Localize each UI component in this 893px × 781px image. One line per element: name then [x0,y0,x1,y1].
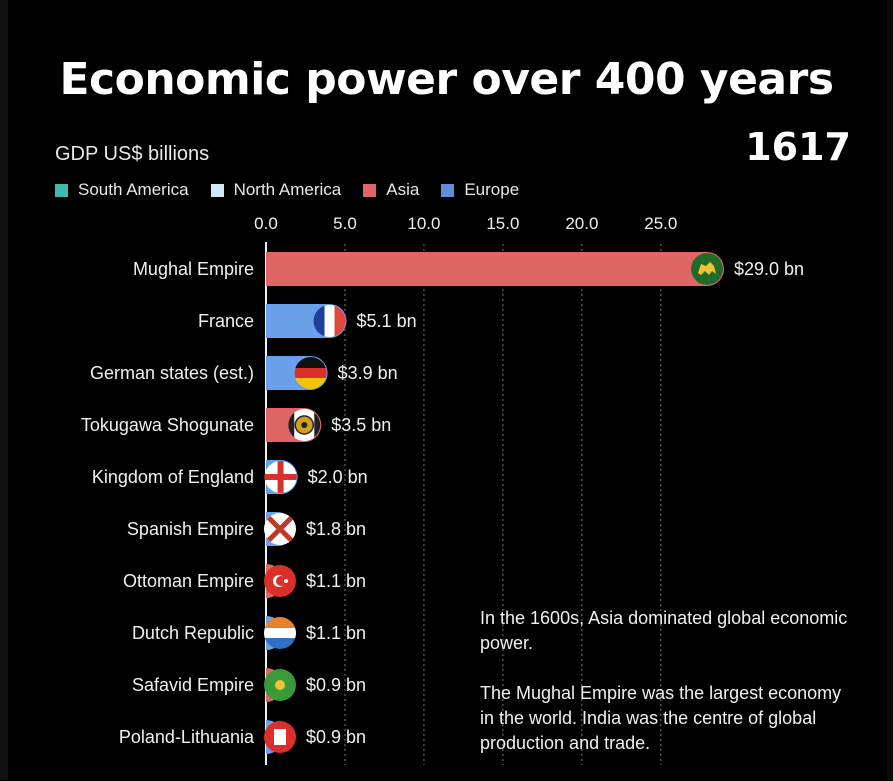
x-tick-label: 15.0 [486,214,519,233]
bar-row: Kingdom of England $2.0 bn [92,460,368,494]
bar-row: Tokugawa Shogunate $3.5 bn [81,408,391,442]
category-label: Kingdom of England [92,467,254,487]
flag-stripe [264,617,296,628]
poland-lithuania-flag-icon [264,721,296,753]
mughal-flag-icon [691,253,723,285]
annotation-paragraph-2: The Mughal Empire was the largest econom… [480,683,842,753]
bar-row: Ottoman Empire $1.1 bn [123,564,366,598]
legend-swatch [55,183,68,197]
star [284,579,288,583]
ottoman-flag-icon [264,565,296,597]
category-label: German states (est.) [90,363,254,383]
value-label: $1.1 bn [306,623,366,643]
saltire [264,513,296,545]
category-label: France [198,311,254,331]
right-edge [887,0,893,780]
flag-stripe [264,638,296,649]
lion-emblem [698,262,716,275]
tokugawa-flag-icon [288,409,321,441]
value-label: $2.0 bn [308,467,368,487]
bar-row: Spanish Empire $1.8 bn [127,512,366,546]
flag-stripe [314,409,321,441]
flag-stripe [334,305,346,337]
legend-item-north-america: North America [210,180,342,200]
category-label: Spanish Empire [127,519,254,539]
bar-row: France $5.1 bn [198,304,417,338]
value-label: $3.9 bn [338,363,398,383]
value-label: $0.9 bn [306,727,366,747]
flag-stripe [264,628,296,638]
value-label: $29.0 bn [734,259,804,279]
x-tick-label: 0.0 [254,214,278,233]
flag-stripe [288,409,295,441]
germany-flag-icon [294,357,327,389]
flag-stripe [324,305,335,337]
legend-swatch [441,183,455,197]
bar-row: German states (est.) $3.9 bn [90,356,398,390]
bar-row: Dutch Republic $1.1 bn [132,616,366,650]
crescent-cut [276,576,286,586]
legend-label: North America [233,180,342,199]
bar-row: Mughal Empire $29.0 bn [133,252,804,286]
flag-stripe [294,378,327,389]
value-label: $0.9 bn [306,675,366,695]
england-flag-icon [264,461,297,493]
category-label: Mughal Empire [133,259,254,279]
sun-emblem [275,680,285,690]
category-label: Safavid Empire [132,675,254,695]
category-label: Tokugawa Shogunate [81,415,254,435]
flag-stripe [294,368,327,378]
safavid-flag-icon [264,669,296,701]
value-label: $1.1 bn [306,571,366,591]
x-tick-label: 5.0 [333,214,357,233]
legend-label: Europe [464,180,520,199]
cross-horizontal [264,474,297,480]
value-label: $5.1 bn [357,311,417,331]
annotation-text: In the 1600s, Asia dominated global econ… [480,606,860,781]
category-label: Poland-Lithuania [119,727,255,747]
legend: South America North America Asia Europe [55,180,519,200]
category-label: Ottoman Empire [123,571,254,591]
left-edge [0,0,8,780]
x-tick-label: 10.0 [407,214,440,233]
legend-item-asia: Asia [363,180,419,200]
bar-row: Safavid Empire $0.9 bn [132,668,366,702]
legend-label: South America [78,180,189,199]
legend-item-south-america: South America [55,180,189,200]
legend-swatch [363,183,377,197]
legend-label: Asia [386,180,420,199]
chart-title: Economic power over 400 years [59,54,834,105]
bar [266,252,724,286]
value-label: $3.5 bn [331,415,391,435]
mon-center [301,422,308,428]
eagle-shield [274,729,286,745]
chart-subtitle: GDP US$ billions [55,143,210,165]
spain-burgundy-flag-icon [264,513,296,545]
category-label: Dutch Republic [132,623,254,643]
value-label: $1.8 bn [306,519,366,539]
legend-item-europe: Europe [441,180,519,200]
flag-stripe [294,357,327,368]
x-tick-label: 25.0 [644,214,677,233]
bar-row: Poland-Lithuania $0.9 bn [119,720,366,754]
x-tick-label: 20.0 [565,214,598,233]
year-label: 1617 [745,125,851,169]
legend-swatch [210,183,224,197]
annotation-paragraph-1: In the 1600s, Asia dominated global econ… [480,608,848,653]
dutch-flag-icon [264,617,296,649]
flag-stripe [313,305,325,337]
france-flag-icon [313,305,346,337]
